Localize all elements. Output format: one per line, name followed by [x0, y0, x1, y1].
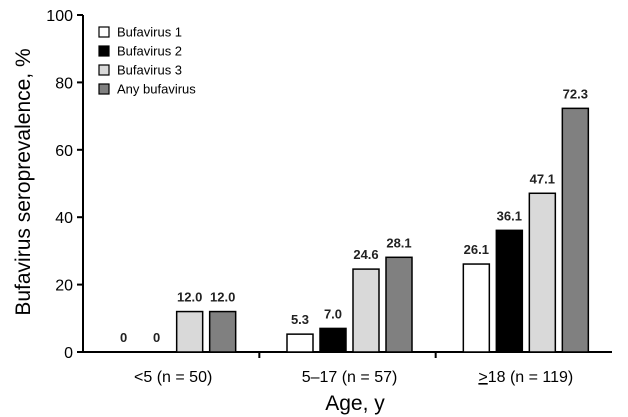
- bar: [495, 229, 524, 353]
- y-tick-label: 0: [64, 345, 73, 362]
- y-tick-label: 40: [55, 210, 73, 227]
- bar: [175, 310, 204, 353]
- bar-value-label: 5.3: [291, 312, 309, 327]
- bar-value-label: 12.0: [210, 290, 235, 305]
- bar: [319, 327, 347, 353]
- bar-value-label: 47.1: [530, 171, 555, 186]
- y-tick-label: 20: [55, 278, 73, 295]
- y-tick-label: 80: [55, 75, 73, 92]
- bar: [352, 268, 380, 353]
- bar: [528, 192, 557, 353]
- bar: [286, 333, 314, 353]
- legend-swatch: [98, 64, 110, 76]
- x-tick-label: >18 (n = 119): [478, 369, 573, 386]
- bar: [385, 256, 413, 353]
- x-tick-label: <5 (n = 50): [134, 369, 212, 386]
- y-tick-label: 60: [55, 143, 73, 160]
- legend-label: Bufavirus 3: [117, 63, 182, 78]
- bars: [175, 107, 590, 353]
- value-labels: 0 0 12.0 12.0 5.3 7.0 24.6 28.1 26.1 36.1 47.1 72.3: [120, 86, 588, 345]
- legend-swatch: [98, 83, 110, 95]
- bar-value-label: 36.1: [497, 208, 522, 223]
- bar: [208, 310, 237, 353]
- bar-value-label: 72.3: [563, 86, 588, 101]
- bar-value-label: 12.0: [177, 290, 202, 305]
- bar-value-label: 26.1: [464, 242, 489, 257]
- legend-label: Bufavirus 1: [117, 25, 182, 40]
- y-axis-title: Bufavirus seroprevalence, %: [12, 48, 35, 315]
- axes: 0 20 40 60 80 100 <5 (n = 50) 5–17 (n = 57) >18 …: [46, 8, 612, 386]
- x-tick-label: 5–17 (n = 57): [302, 369, 398, 386]
- bar-value-label: 28.1: [386, 235, 411, 250]
- bar-value-label: 24.6: [353, 247, 378, 262]
- y-tick-label: 100: [46, 8, 73, 25]
- x-axis-title: Age, y: [325, 392, 385, 415]
- bar-value-label: 7.0: [324, 306, 342, 321]
- legend-label: Any bufavirus: [117, 82, 196, 97]
- legend: Bufavirus 1 Bufavirus 2 Bufavirus 3 Any buf…: [98, 25, 196, 97]
- bar: [561, 107, 590, 353]
- legend-label: Bufavirus 2: [117, 44, 182, 59]
- bar-value-label: 0: [120, 330, 127, 345]
- legend-swatch: [98, 26, 110, 38]
- bar-value-label: 0: [153, 330, 160, 345]
- legend-swatch: [98, 45, 110, 57]
- bar: [462, 263, 491, 353]
